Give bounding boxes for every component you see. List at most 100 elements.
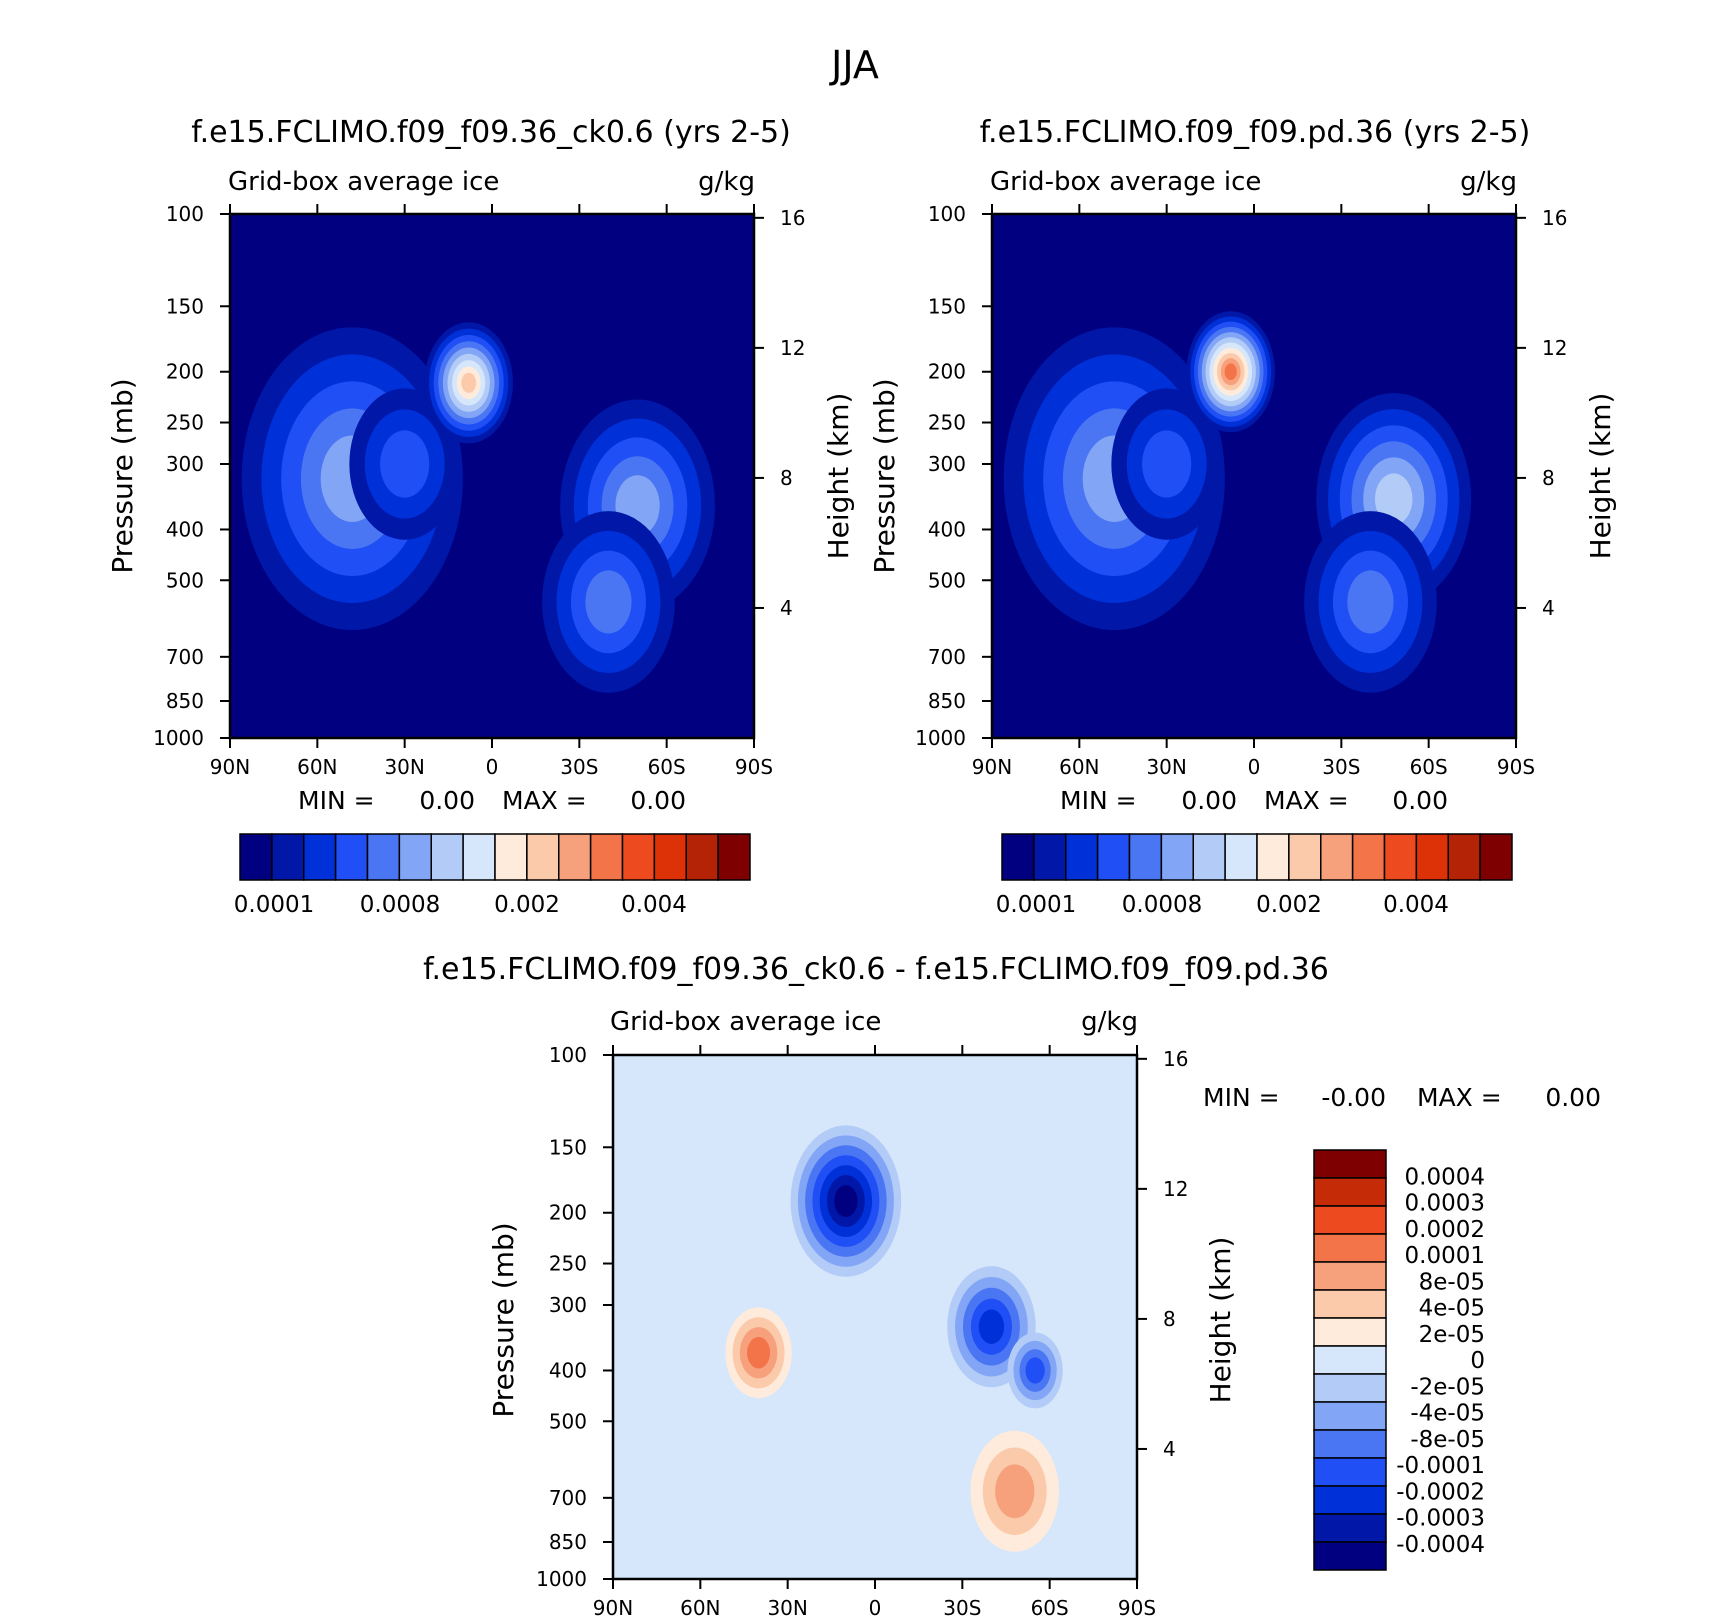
panel-2-title: f.e15.FCLIMO.f09_f09.pd.36 (yrs 2-5) — [980, 115, 1531, 150]
panel-3-y-tick-label: 400 — [549, 1358, 587, 1382]
panel-1-plot: 90N 60N 30N 0 30S 60S 90S 100 150 200 250 300 400 500… — [153, 202, 805, 779]
colorbar-swatch — [1415, 833, 1449, 881]
panel-2-x-tick-label: 60S — [1410, 755, 1448, 779]
panel-1-x-tick-label: 0 — [486, 755, 499, 779]
panel-1-y-tick-label: 500 — [166, 568, 204, 592]
panel-2-y2-axis-label: Height (km) — [1584, 393, 1617, 560]
panel-3-colorbar-label: 0.0001 — [1405, 1243, 1485, 1269]
panel-2-variable-label: Grid-box average ice — [990, 167, 1261, 197]
panel-3-colorbar-label: -2e-05 — [1410, 1374, 1485, 1400]
panel-3-x-tick-label: 60S — [1031, 1596, 1069, 1616]
panel-1-x-tick-label: 30S — [560, 755, 598, 779]
panel-3-colorbar-label: -0.0002 — [1396, 1479, 1485, 1505]
colorbar-swatch — [1192, 833, 1226, 881]
colorbar-swatch — [1160, 833, 1194, 881]
colorbar-swatch — [1001, 833, 1035, 881]
panel-1-min-label: MIN = — [298, 786, 375, 815]
panel-1-max-label: MAX = — [502, 786, 587, 815]
panel-3-plot: 90N 60N 30N 0 30S 60S 90S 100 150 200 250 300 400 500… — [536, 1043, 1188, 1616]
colorbar-swatch — [1313, 1149, 1387, 1179]
panel-3-max-label: MAX = — [1417, 1083, 1502, 1112]
panel-3-field-contour — [995, 1464, 1035, 1519]
panel-3-y-tick-label: 250 — [549, 1252, 587, 1276]
panel-3-colorbar-labels: 0.0004 0.0003 0.0002 0.0001 8e-05 4e-05 … — [1396, 1164, 1485, 1558]
panel-1-y-tick-label: 850 — [166, 689, 204, 713]
panel-2-field-contour — [1224, 363, 1237, 381]
panel-1-y2-tick-label: 16 — [780, 206, 805, 230]
panel-3-y2-tick-label: 16 — [1163, 1047, 1188, 1071]
panel-2-min-label: MIN = — [1060, 786, 1137, 815]
panel-1-y-tick-label: 1000 — [153, 726, 204, 750]
panel-2-y-tick-label: 700 — [928, 645, 966, 669]
panel-2-colorbar-label: 0.0008 — [1122, 892, 1202, 918]
panel-2-y2-tick-label: 8 — [1542, 466, 1555, 490]
colorbar-swatch — [1033, 833, 1067, 881]
panel-2-y-tick-label: 200 — [928, 360, 966, 384]
colorbar-swatch — [1313, 1177, 1387, 1207]
panel-1-title: f.e15.FCLIMO.f09_f09.36_ck0.6 (yrs 2-5) — [191, 115, 791, 150]
panel-3-min-label: MIN = — [1203, 1083, 1280, 1112]
colorbar-swatch — [239, 833, 273, 881]
panel-2-x-tick-label: 90N — [972, 755, 1012, 779]
panel-1-field-contour — [380, 430, 430, 498]
colorbar-swatch — [366, 833, 401, 881]
panel-1-min-value: 0.00 — [419, 786, 475, 815]
panel-3-y2-tick-label: 8 — [1163, 1307, 1176, 1331]
panel-1-colorbar-label: 0.0001 — [234, 892, 314, 918]
panel-2-x-tick-label: 90S — [1497, 755, 1535, 779]
panel-3-colorbar-label: -0.0001 — [1396, 1453, 1485, 1479]
panel-3-colorbar-label: 2e-05 — [1419, 1322, 1485, 1348]
panel-1-colorbar-label: 0.002 — [494, 892, 560, 918]
colorbar-swatch — [1313, 1233, 1387, 1263]
panel-2-field-contour — [1347, 570, 1394, 634]
colorbar-swatch — [430, 833, 464, 881]
panel-3-colorbar-label: 0.0003 — [1405, 1191, 1485, 1217]
figure-title: JJA — [829, 43, 879, 87]
panel-2-y2-tick-label: 12 — [1542, 336, 1567, 360]
panel-2-y-tick-label: 250 — [928, 411, 966, 435]
panel-1-y-tick-label: 150 — [166, 294, 204, 318]
panel-3-y-tick-label: 700 — [549, 1486, 587, 1510]
panel-3-colorbar-label: 0.0002 — [1405, 1217, 1485, 1243]
panel-1-colorbar-label: 0.0008 — [360, 892, 440, 918]
colorbar-swatch — [1383, 833, 1418, 881]
panel-3-field-contour — [1025, 1357, 1045, 1384]
panel-3-y-tick-label: 300 — [549, 1293, 587, 1317]
panel-3-x-tick-label: 30S — [943, 1596, 981, 1616]
colorbar-swatch — [1313, 1289, 1387, 1319]
panel-3-x-tick-label: 90N — [593, 1596, 633, 1616]
panel-2-min-value: 0.00 — [1181, 786, 1237, 815]
panel-2-y-tick-label: 1000 — [915, 726, 966, 750]
panel-3-y-tick-label: 1000 — [536, 1567, 587, 1591]
panel-1-variable-label: Grid-box average ice — [228, 167, 499, 197]
panel-2-max-value: 0.00 — [1392, 786, 1448, 815]
colorbar-swatch — [653, 833, 687, 881]
panel-1-x-tick-label: 60S — [648, 755, 686, 779]
panel-2-max-label: MAX = — [1264, 786, 1349, 815]
colorbar-swatch — [1313, 1345, 1387, 1375]
panel-1-max-value: 0.00 — [630, 786, 686, 815]
panel-2-y-tick-label: 400 — [928, 517, 966, 541]
panel-2-y-tick-label: 300 — [928, 452, 966, 476]
panel-3-x-tick-label: 30N — [767, 1596, 807, 1616]
panel-3-colorbar — [1313, 1149, 1387, 1571]
panel-2-y-tick-label: 500 — [928, 568, 966, 592]
colorbar-swatch — [271, 833, 305, 881]
colorbar-swatch — [1313, 1373, 1387, 1403]
panel-2-x-tick-label: 30S — [1322, 755, 1360, 779]
panel-3-field-contour — [834, 1185, 858, 1218]
colorbar-swatch — [621, 833, 656, 881]
panel-3-min-value: -0.00 — [1321, 1083, 1386, 1112]
panel-2-y-tick-label: 150 — [928, 294, 966, 318]
panel-1-colorbar — [239, 833, 751, 881]
panel-1-units-label: g/kg — [698, 167, 755, 197]
panel-1-x-tick-label: 30N — [384, 755, 424, 779]
panel-2-colorbar — [1001, 833, 1513, 881]
colorbar-swatch — [1256, 833, 1290, 881]
panel-3-y-tick-label: 150 — [549, 1135, 587, 1159]
panel-2: f.e15.FCLIMO.f09_f09.pd.36 (yrs 2-5) Gri… — [868, 115, 1617, 918]
panel-1-colorbar-label: 0.004 — [621, 892, 687, 918]
panel-2-plot: 90N 60N 30N 0 30S 60S 90S 100 150 200 250 300 400 500… — [915, 202, 1567, 779]
panel-1-y-tick-label: 400 — [166, 517, 204, 541]
panel-1-y-tick-label: 700 — [166, 645, 204, 669]
